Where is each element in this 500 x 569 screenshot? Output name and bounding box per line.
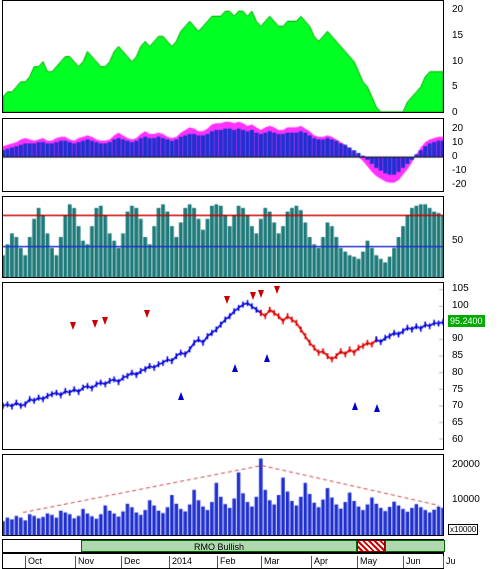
panel-momentum-bars [2,196,444,278]
panel-indicator-1 [2,0,444,113]
panel-price [2,282,444,450]
time-axis: OctNovDec2014FebMarAprMayJunJu [2,553,444,569]
panel-2-yaxis: -20-1001020 [448,118,500,192]
panel-volume [2,454,444,536]
panel-1-yaxis: 05101520 [448,0,500,113]
rmo-bearish-segment [357,540,385,552]
rmo-bullish-segment: RMO Bullish [81,540,357,552]
panel-4-yaxis: 6065707580859095100105 [448,282,500,450]
volume-scale-label: x10000 [448,524,478,535]
panel-oscillator [2,118,444,192]
rmo-signal-bar: RMO Bullish [2,539,444,553]
rmo-bullish-segment-2 [385,540,445,552]
panel-3-yaxis: 50 [448,196,500,278]
stock-chart-multipanel: 05101520 -20-1001020 50 6065707580859095… [0,0,500,569]
current-price-label: 95.2400 [448,315,485,327]
